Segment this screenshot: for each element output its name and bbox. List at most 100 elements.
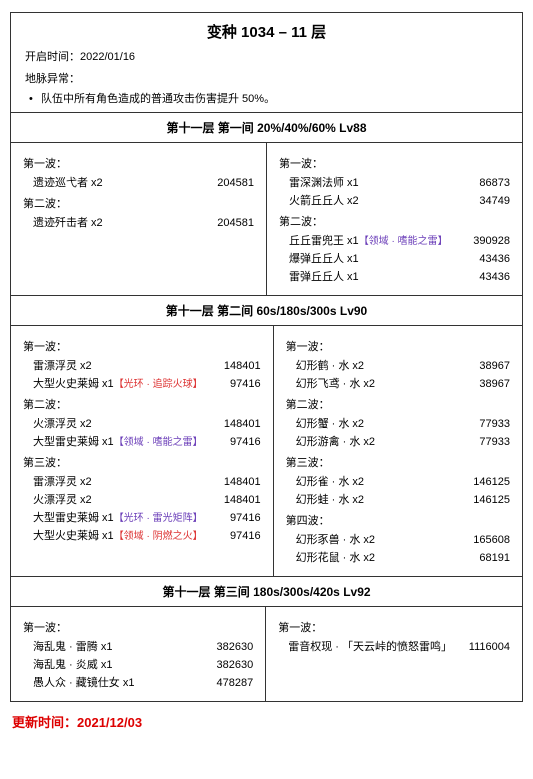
enemy-hp: 43436	[452, 271, 510, 283]
half-right: 第一波：雷深渊法师 x186873火箭丘丘人 x234749第二波：丘丘雷兜王 …	[267, 143, 522, 295]
enemy-name: 幻形豕兽 · 水 x2	[286, 531, 452, 547]
enemy-name: 雷漂浮灵 x2	[23, 473, 203, 489]
enemy-hp: 43436	[452, 253, 510, 265]
enemy-hp: 97416	[203, 530, 261, 542]
start-time: 开启时间：2022/01/16	[25, 48, 508, 64]
enemy-hp: 390928	[452, 235, 510, 247]
enemy-hp: 38967	[452, 378, 510, 390]
enemy-name: 幻形蛙 · 水 x2	[286, 491, 452, 507]
enemy-row: 幻形游禽 · 水 x277933	[286, 432, 510, 450]
wave-label: 第三波：	[23, 454, 261, 470]
enemy-name: 雷漂浮灵 x2	[23, 357, 203, 373]
enemy-row: 海乱鬼 · 雷腾 x1382630	[23, 637, 253, 655]
enemy-hp: 148401	[203, 476, 261, 488]
enemy-row: 火箭丘丘人 x234749	[279, 191, 510, 209]
enemy-name: 幻形飞鸢 · 水 x2	[286, 375, 452, 391]
enemy-name: 大型雷史莱姆 x1【领域 · 嗜能之雷】	[23, 433, 203, 449]
wave-label: 第三波：	[286, 454, 510, 470]
enemy-name: 大型雷史莱姆 x1【光环 · 雷光矩阵】	[23, 509, 203, 525]
enemy-hp: 148401	[203, 494, 261, 506]
enemy-row: 火漂浮灵 x2148401	[23, 414, 261, 432]
enemy-hp: 38967	[452, 360, 510, 372]
enemy-aura: 【领域 · 嗜能之雷】	[114, 437, 203, 448]
enemy-aura: 【领域 · 嗜能之雷】	[359, 236, 448, 247]
enemy-name: 火箭丘丘人 x2	[279, 192, 452, 208]
chamber-columns: 第一波：雷漂浮灵 x2148401大型火史莱姆 x1【光环 · 追踪火球】974…	[11, 326, 522, 576]
wave-label: 第一波：	[23, 619, 253, 635]
enemy-hp: 165608	[452, 534, 510, 546]
enemy-hp: 97416	[203, 378, 261, 390]
chamber-header: 第十一层 第二间 60s/180s/300s Lv90	[11, 295, 522, 326]
enemy-hp: 86873	[452, 177, 510, 189]
enemy-name: 火漂浮灵 x2	[23, 415, 203, 431]
wave-label: 第四波：	[286, 512, 510, 528]
leyline-label: 地脉异常：	[25, 70, 508, 86]
enemy-hp: 146125	[452, 494, 510, 506]
enemy-row: 雷弹丘丘人 x143436	[279, 267, 510, 285]
enemy-name: 火漂浮灵 x2	[23, 491, 203, 507]
chamber-header: 第十一层 第三间 180s/300s/420s Lv92	[11, 576, 522, 607]
enemy-name: 海乱鬼 · 炎威 x1	[23, 656, 195, 672]
leyline-item: •队伍中所有角色造成的普通攻击伤害提升 50%。	[25, 90, 508, 106]
enemy-name: 爆弹丘丘人 x1	[279, 250, 452, 266]
enemy-name: 幻形鹤 · 水 x2	[286, 357, 452, 373]
enemy-aura: 【领域 · 阴燃之火】	[114, 531, 203, 542]
enemy-row: 遗迹歼击者 x2204581	[23, 213, 254, 231]
enemy-row: 幻形飞鸢 · 水 x238967	[286, 374, 510, 392]
enemy-row: 大型雷史莱姆 x1【光环 · 雷光矩阵】97416	[23, 508, 261, 526]
enemy-row: 幻形豕兽 · 水 x2165608	[286, 530, 510, 548]
wave-label: 第一波：	[23, 338, 261, 354]
enemy-name: 雷深渊法师 x1	[279, 174, 452, 190]
enemy-row: 雷漂浮灵 x2148401	[23, 356, 261, 374]
main-panel: 变种 1034 – 11 层 开启时间：2022/01/16 地脉异常： •队伍…	[10, 12, 523, 702]
enemy-row: 丘丘雷兜王 x1【领域 · 嗜能之雷】390928	[279, 231, 510, 249]
wave-label: 第二波：	[23, 396, 261, 412]
enemy-row: 幻形蛙 · 水 x2146125	[286, 490, 510, 508]
enemy-row: 大型火史莱姆 x1【光环 · 追踪火球】97416	[23, 374, 261, 392]
chamber-columns: 第一波：遗迹巡弋者 x2204581第二波：遗迹歼击者 x2204581第一波：…	[11, 143, 522, 295]
enemy-hp: 382630	[195, 641, 253, 653]
enemy-name: 愚人众 · 藏镜仕女 x1	[23, 674, 195, 690]
enemy-hp: 382630	[195, 659, 253, 671]
enemy-row: 雷深渊法师 x186873	[279, 173, 510, 191]
enemy-row: 幻形蟹 · 水 x277933	[286, 414, 510, 432]
enemy-name: 幻形雀 · 水 x2	[286, 473, 452, 489]
enemy-hp: 68191	[452, 552, 510, 564]
enemy-name: 大型火史莱姆 x1【光环 · 追踪火球】	[23, 375, 203, 391]
wave-label: 第一波：	[278, 619, 510, 635]
enemy-hp: 97416	[203, 512, 261, 524]
enemy-hp: 478287	[195, 677, 253, 689]
enemy-row: 愚人众 · 藏镜仕女 x1478287	[23, 673, 253, 691]
header-block: 变种 1034 – 11 层 开启时间：2022/01/16 地脉异常： •队伍…	[11, 13, 522, 112]
enemy-hp: 148401	[203, 360, 261, 372]
update-time: 更新时间：2021/12/03	[0, 708, 533, 741]
enemy-row: 火漂浮灵 x2148401	[23, 490, 261, 508]
wave-label: 第二波：	[23, 195, 254, 211]
half-left: 第一波：雷漂浮灵 x2148401大型火史莱姆 x1【光环 · 追踪火球】974…	[11, 326, 274, 576]
wave-label: 第二波：	[286, 396, 510, 412]
enemy-aura: 【光环 · 雷光矩阵】	[114, 513, 203, 524]
enemy-name: 遗迹歼击者 x2	[23, 214, 196, 230]
enemy-hp: 77933	[452, 436, 510, 448]
enemy-name: 雷音权现 · 「天云峠的愤怒雷鸣」	[278, 638, 452, 654]
enemy-row: 幻形雀 · 水 x2146125	[286, 472, 510, 490]
enemy-row: 遗迹巡弋者 x2204581	[23, 173, 254, 191]
half-right: 第一波：幻形鹤 · 水 x238967幻形飞鸢 · 水 x238967第二波：幻…	[274, 326, 522, 576]
enemy-row: 爆弹丘丘人 x143436	[279, 249, 510, 267]
enemy-name: 海乱鬼 · 雷腾 x1	[23, 638, 195, 654]
enemy-row: 大型火史莱姆 x1【领域 · 阴燃之火】97416	[23, 526, 261, 544]
wave-label: 第二波：	[279, 213, 510, 229]
enemy-hp: 1116004	[452, 641, 510, 653]
enemy-row: 大型雷史莱姆 x1【领域 · 嗜能之雷】97416	[23, 432, 261, 450]
enemy-hp: 204581	[196, 177, 254, 189]
enemy-name: 丘丘雷兜王 x1【领域 · 嗜能之雷】	[279, 232, 452, 248]
half-right: 第一波： 雷音权现 · 「天云峠的愤怒雷鸣」1116004	[266, 607, 522, 701]
wave-label: 第一波：	[286, 338, 510, 354]
chamber-header: 第十一层 第一间 20%/40%/60% Lv88	[11, 112, 522, 143]
chamber-columns: 第一波：海乱鬼 · 雷腾 x1382630海乱鬼 · 炎威 x1382630愚人…	[11, 607, 522, 701]
wave-label: 第一波：	[279, 155, 510, 171]
enemy-name: 遗迹巡弋者 x2	[23, 174, 196, 190]
enemy-hp: 146125	[452, 476, 510, 488]
enemy-hp: 148401	[203, 418, 261, 430]
half-left: 第一波：遗迹巡弋者 x2204581第二波：遗迹歼击者 x2204581	[11, 143, 267, 295]
